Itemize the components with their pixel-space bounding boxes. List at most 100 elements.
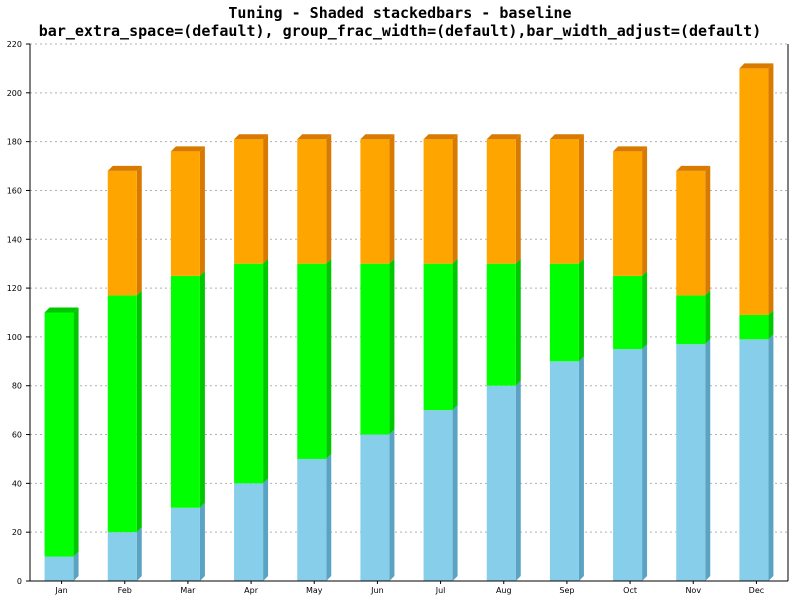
bar-segment <box>486 263 516 386</box>
bar-segment <box>170 275 200 508</box>
bar-segment <box>297 139 327 264</box>
bar-segment <box>107 295 137 533</box>
bar-side <box>326 453 332 581</box>
bar-side <box>199 502 205 581</box>
bar-side <box>263 258 269 484</box>
bar-side <box>389 258 395 435</box>
bar-segment <box>360 434 390 581</box>
bar-side <box>705 339 711 581</box>
bar-side <box>705 290 711 345</box>
bar-top <box>170 146 205 152</box>
bar-segment <box>107 532 137 581</box>
chart-subtitle: bar_extra_space=(default), group_frac_wi… <box>38 22 762 40</box>
x-tick-label: May <box>306 586 323 595</box>
bar-side <box>263 134 269 264</box>
bar-side <box>263 478 269 581</box>
bar-side <box>136 527 142 581</box>
x-tick-label: Apr <box>244 586 259 595</box>
x-tick-label: Oct <box>623 586 637 595</box>
bar-side <box>578 258 584 362</box>
bar-segment <box>613 349 643 581</box>
bar-segment <box>549 263 579 362</box>
bar-top <box>234 134 269 140</box>
bar-side <box>199 146 205 276</box>
bar-side <box>705 165 711 296</box>
bar-side <box>452 405 458 581</box>
bar-segment <box>423 410 453 581</box>
bar-segment <box>676 170 706 296</box>
bar-side <box>73 551 79 581</box>
y-tick-label: 40 <box>12 479 22 488</box>
bar-side <box>768 309 774 340</box>
bar-top <box>739 63 774 69</box>
x-tick-label: Feb <box>118 586 132 595</box>
x-tick-label: Mar <box>180 586 196 595</box>
bar-segment <box>234 483 264 581</box>
x-tick-label: Aug <box>496 586 512 595</box>
bar-side <box>515 258 521 386</box>
bar-side <box>452 258 458 411</box>
y-tick-label: 60 <box>12 431 22 440</box>
bar-side <box>642 344 648 581</box>
bar-side <box>515 380 521 581</box>
bar-segment <box>739 339 769 581</box>
bar-side <box>326 134 332 264</box>
bar-segment <box>549 139 579 264</box>
bar-side <box>389 134 395 264</box>
bar-top <box>676 165 711 171</box>
bar-segment <box>613 151 643 276</box>
bar-segment <box>486 139 516 264</box>
bar-segment <box>423 139 453 264</box>
bar-side <box>452 134 458 264</box>
bar-top <box>613 146 648 152</box>
x-tick-label: Jul <box>435 586 446 595</box>
bar-side <box>768 334 774 581</box>
bar-side <box>136 165 142 296</box>
bar-segment <box>360 263 390 435</box>
bar-segment <box>360 139 390 264</box>
bar-segment <box>234 139 264 264</box>
bar-top <box>297 134 332 140</box>
bar-segment <box>170 151 200 276</box>
bar-side <box>578 134 584 264</box>
bar-segment <box>486 385 516 581</box>
axes <box>26 43 789 584</box>
y-tick-label: 200 <box>7 89 22 98</box>
bar-segment <box>549 361 579 581</box>
bar-top <box>107 165 142 171</box>
bar-segment <box>676 344 706 581</box>
bar-segment <box>170 507 200 581</box>
chart-title: Tuning - Shaded stackedbars - baseline <box>228 4 572 22</box>
bar-segment <box>297 458 327 581</box>
bar-segment <box>423 263 453 411</box>
y-tick-label: 80 <box>12 382 22 391</box>
bar-segment <box>613 275 643 350</box>
bar-segment <box>234 263 264 484</box>
bar-side <box>326 258 332 459</box>
bar-side <box>768 63 774 315</box>
bar-side <box>578 356 584 581</box>
bar-side <box>73 307 79 557</box>
bar-segment <box>297 263 327 459</box>
bar-side <box>199 270 205 508</box>
bar-segment <box>739 68 769 315</box>
y-tick-label: 160 <box>7 186 22 195</box>
bar-side <box>136 290 142 533</box>
x-tick-label: Dec <box>749 586 764 595</box>
bar-segment <box>739 314 769 340</box>
bar-side <box>642 270 648 350</box>
bar-top <box>423 134 458 140</box>
y-tick-label: 180 <box>7 138 22 147</box>
x-tick-label: Sep <box>559 586 574 595</box>
y-tick-label: 0 <box>17 577 22 586</box>
bar-top <box>44 307 79 313</box>
y-tick-label: 100 <box>7 333 22 342</box>
bar-side <box>642 146 648 276</box>
bar-side <box>515 134 521 264</box>
axis-labels: 0 20 40 60 80 100 120 140 160 180 200 220 Jan Feb Mar A… <box>7 40 764 595</box>
y-tick-label: 120 <box>7 284 22 293</box>
bar-segment <box>107 170 137 296</box>
x-tick-label: Nov <box>685 586 701 595</box>
bar-top <box>486 134 521 140</box>
